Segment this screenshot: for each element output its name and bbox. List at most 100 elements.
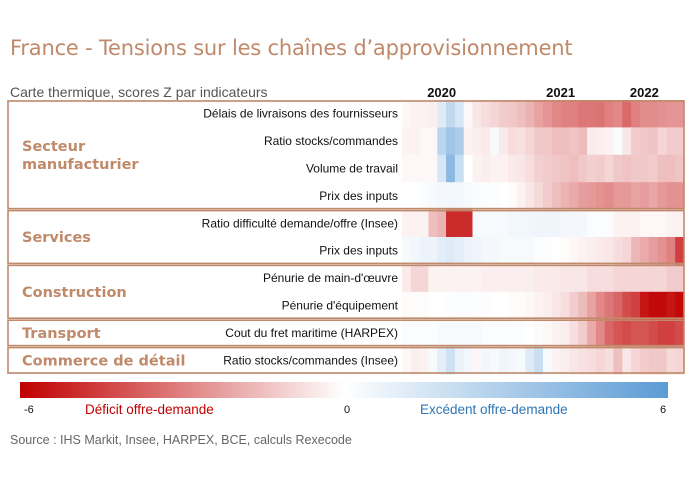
heatmap-cell <box>578 154 588 183</box>
heatmap-cell <box>454 209 465 238</box>
heatmap-cell <box>657 291 667 320</box>
heatmap-cell <box>648 237 658 265</box>
heatmap-cell <box>454 346 465 375</box>
heatmap-cell <box>481 264 491 293</box>
heatmap-cell <box>622 209 632 238</box>
heatmap-cell <box>534 319 544 347</box>
heatmap-cell <box>613 127 623 156</box>
heatmap-cell <box>560 237 570 265</box>
heatmap-cell <box>463 291 473 320</box>
heatmap-cell <box>490 264 500 293</box>
heatmap-cell <box>437 237 447 265</box>
heatmap-cell <box>639 291 650 320</box>
heatmap-cell <box>543 264 553 293</box>
heatmap-cell <box>622 319 632 347</box>
heatmap-cell <box>419 154 429 183</box>
heatmap-cell <box>454 264 465 293</box>
heatmap-cell <box>657 209 667 238</box>
heatmap-cell <box>551 237 562 265</box>
heatmap-cell <box>604 154 614 183</box>
heatmap-cell <box>463 319 473 347</box>
heatmap-cell <box>410 264 421 293</box>
heatmap-cell <box>437 127 447 156</box>
heatmap-cell <box>454 127 465 156</box>
heatmap-cell <box>534 264 544 293</box>
heatmap-cell <box>675 346 685 375</box>
heatmap-cell <box>666 127 676 156</box>
heatmap-cell <box>463 237 473 265</box>
heatmap-cell <box>463 209 473 238</box>
heatmap-cell <box>446 154 456 183</box>
heatmap-cell <box>481 346 491 375</box>
heatmap-cell <box>481 100 491 128</box>
heatmap-cell <box>657 127 667 156</box>
heatmap-cell <box>428 154 438 183</box>
heatmap-cell <box>631 154 641 183</box>
heatmap-cell <box>666 291 676 320</box>
heatmap-cell <box>428 182 438 210</box>
heatmap-cell <box>463 264 473 293</box>
heatmap-cell <box>604 346 614 375</box>
heatmap-cell <box>525 346 535 375</box>
heatmap-cell <box>543 346 553 375</box>
heatmap-cell <box>578 209 588 238</box>
heatmap-cell <box>428 100 438 128</box>
heatmap-cell <box>516 346 526 375</box>
heatmap-cell <box>402 100 412 128</box>
heatmap-cell <box>454 154 465 183</box>
heatmap-cell <box>410 209 421 238</box>
heatmap-cell <box>402 346 412 375</box>
heatmap-cell <box>472 237 482 265</box>
heatmap-cell <box>490 346 500 375</box>
heatmap-cell <box>569 319 579 347</box>
heatmap-cell <box>622 264 632 293</box>
heatmap-cell <box>402 264 412 293</box>
heatmap-cell <box>551 291 562 320</box>
heatmap-cell <box>410 100 421 128</box>
year-label: 2020 <box>427 85 456 100</box>
heatmap-cell <box>402 154 412 183</box>
heatmap-cell <box>622 100 632 128</box>
heatmap-cell <box>578 346 588 375</box>
heatmap-cell <box>498 127 509 156</box>
heatmap-cell <box>657 346 667 375</box>
heatmap-cell <box>604 264 614 293</box>
heatmap-cell <box>498 264 509 293</box>
legend-max-label: 6 <box>660 404 666 416</box>
heatmap-cell <box>578 237 588 265</box>
heatmap-cell <box>587 182 597 210</box>
heatmap-cell <box>657 264 667 293</box>
heatmap-cell <box>516 127 526 156</box>
heatmap-cell <box>437 346 447 375</box>
heatmap-cell <box>551 209 562 238</box>
heatmap-cell <box>446 182 456 210</box>
heatmap-cell <box>410 154 421 183</box>
legend-positive-label: Excédent offre-demande <box>420 402 568 417</box>
heatmap-cell <box>419 127 429 156</box>
heatmap-cell <box>534 182 544 210</box>
heatmap-cell <box>498 291 509 320</box>
heatmap-cell <box>402 209 412 238</box>
heatmap-cell <box>587 319 597 347</box>
heatmap-cell <box>402 319 412 347</box>
heatmap-cell <box>490 154 500 183</box>
heatmap-cell <box>419 237 429 265</box>
heatmap-cell <box>472 209 482 238</box>
heatmap-cell <box>507 154 517 183</box>
heatmap-cell <box>666 154 676 183</box>
heatmap-cell <box>551 100 562 128</box>
heatmap-cell <box>446 346 456 375</box>
group-frame <box>7 264 685 319</box>
heatmap-cell <box>498 100 509 128</box>
heatmap-cell <box>613 100 623 128</box>
legend-mid-label: 0 <box>344 404 350 416</box>
heatmap-cell <box>490 182 500 210</box>
heatmap-cell <box>507 127 517 156</box>
heatmap-cell <box>648 154 658 183</box>
heatmap-cell <box>446 237 456 265</box>
legend-min-label: -6 <box>24 404 34 416</box>
heatmap-cell <box>648 346 658 375</box>
group-frame <box>7 346 685 374</box>
heatmap-cell <box>428 209 438 238</box>
heatmap-cell <box>631 127 641 156</box>
